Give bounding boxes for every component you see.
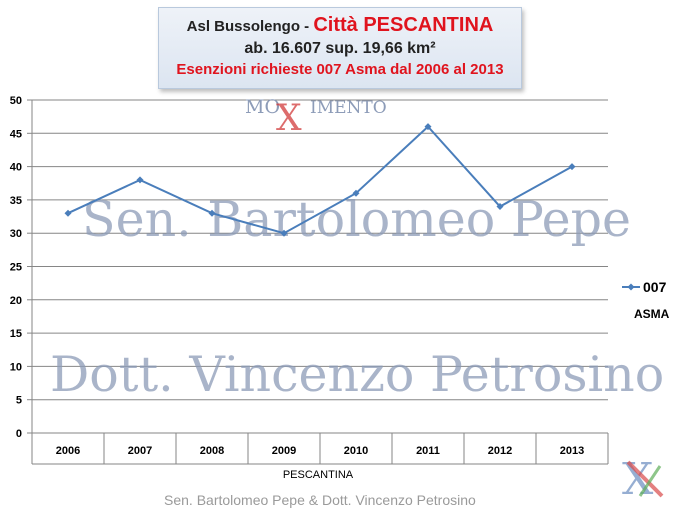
series-group xyxy=(64,123,576,237)
x-tick-label: 2006 xyxy=(56,445,80,457)
x-tick-label: 2011 xyxy=(416,445,440,457)
y-tick-label: 30 xyxy=(10,228,22,240)
data-point xyxy=(424,123,432,131)
legend-series-sublabel: ASMA xyxy=(634,307,670,321)
axes xyxy=(27,99,609,465)
gridlines xyxy=(32,99,608,401)
x-tick-label: 2007 xyxy=(128,445,152,457)
data-point xyxy=(352,189,360,197)
moximento-watermark-x: X xyxy=(276,98,302,139)
logo-x-red-stroke xyxy=(626,460,664,498)
data-point xyxy=(208,209,216,217)
data-point xyxy=(496,203,504,211)
y-tick-label: 20 xyxy=(10,295,22,307)
watermarks: MO X IMENTO Sen. Bartolomeo Pepe Dott. V… xyxy=(50,96,664,403)
chart-title-box: Asl Bussolengo - Città PESCANTINA ab. 16… xyxy=(158,7,522,89)
y-tick-label: 10 xyxy=(10,361,22,373)
legend-series-name: 007 xyxy=(643,279,667,295)
y-tick-label: 50 xyxy=(10,95,22,107)
y-tick-labels: 0 5 10 15 20 25 30 35 40 45 50 xyxy=(10,95,22,440)
data-point xyxy=(568,163,576,171)
title-line2: ab. 16.607 sup. 19,66 km² xyxy=(244,40,436,57)
title-line3: Esenzioni richieste 007 Asma dal 2006 al… xyxy=(176,61,504,78)
data-point xyxy=(136,176,144,184)
y-tick-label: 25 xyxy=(10,262,22,274)
x-tick-label: 2009 xyxy=(272,445,296,457)
data-point xyxy=(64,209,72,217)
watermark-line2: Dott. Vincenzo Petrosino xyxy=(50,346,664,403)
x-axis-label: PESCANTINA xyxy=(283,469,354,481)
x-tick-label: 2008 xyxy=(200,445,224,457)
data-point xyxy=(280,229,288,237)
x-tick-label: 2012 xyxy=(488,445,512,457)
logo-x-green-stroke xyxy=(638,465,662,497)
watermark-line1: Sen. Bartolomeo Pepe xyxy=(82,191,631,248)
x-tick-labels: 2006 2007 2008 2009 2010 2011 2012 2013 xyxy=(56,445,584,457)
y-tick-label: 0 xyxy=(16,428,22,440)
moximento-logo: X xyxy=(622,454,664,505)
legend: 007 ASMA xyxy=(622,279,670,321)
title-line1: Asl Bussolengo - Città PESCANTINA xyxy=(159,14,521,37)
logo-x-blue: X xyxy=(622,454,654,505)
legend-marker xyxy=(627,283,635,291)
y-tick-label: 45 xyxy=(10,128,22,140)
y-tick-label: 5 xyxy=(16,395,22,407)
x-tick-label: 2013 xyxy=(560,445,584,457)
y-tick-label: 15 xyxy=(10,328,22,340)
series-line-007 xyxy=(67,125,573,235)
footer-credit: Sen. Bartolomeo Pepe & Dott. Vincenzo Pe… xyxy=(164,492,476,508)
y-tick-label: 40 xyxy=(10,162,22,174)
moximento-watermark-right: IMENTO xyxy=(310,98,387,118)
x-tick-label: 2010 xyxy=(344,445,368,457)
title-city: Città PESCANTINA xyxy=(313,14,494,36)
y-tick-label: 35 xyxy=(10,195,22,207)
title-prefix: Asl Bussolengo - xyxy=(186,18,314,35)
moximento-watermark-left: MO xyxy=(245,96,280,118)
